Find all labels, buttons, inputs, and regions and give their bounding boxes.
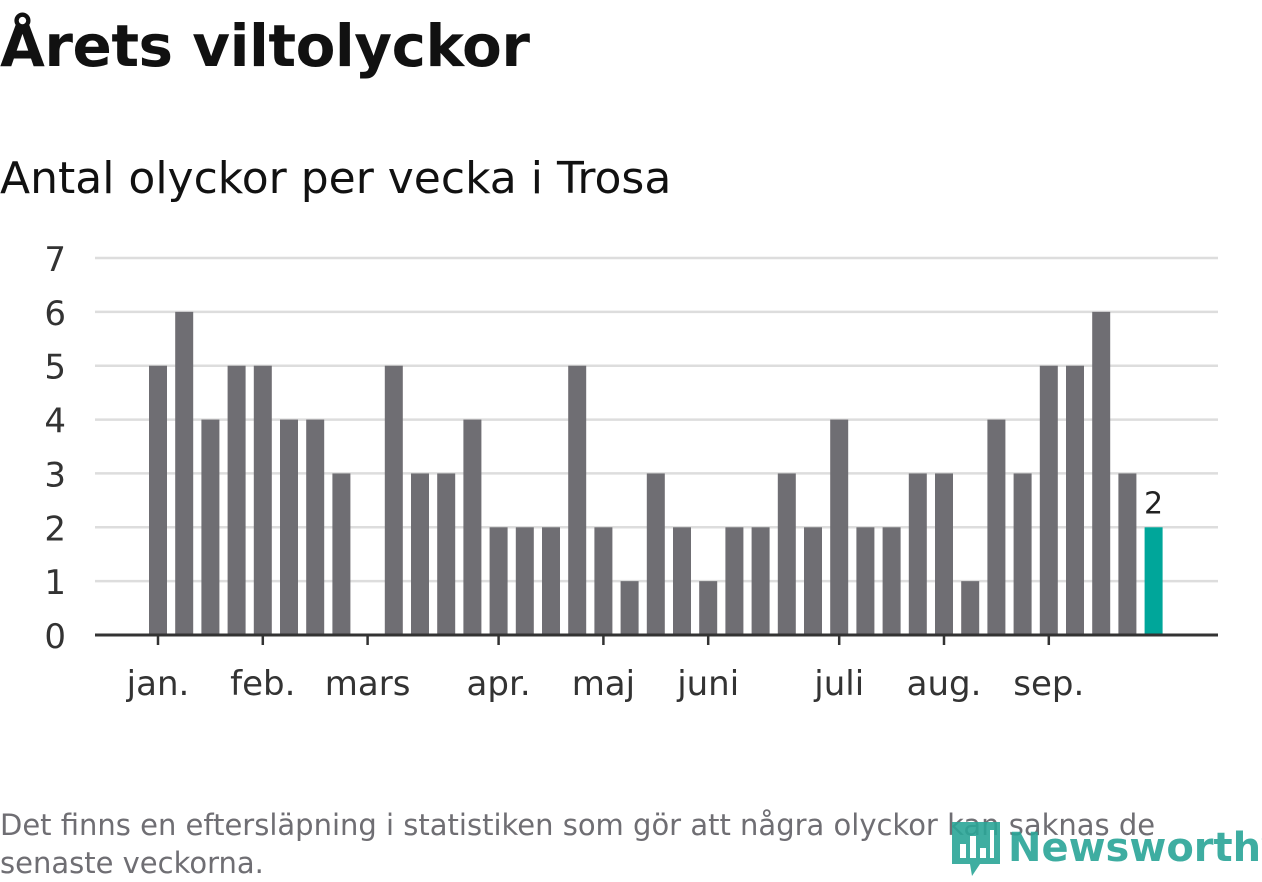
y-tick-label: 1 [44, 563, 66, 603]
bar [201, 419, 220, 635]
chart-title: Årets viltolyckor [0, 12, 530, 80]
bar [908, 473, 927, 635]
bar [830, 419, 849, 635]
bar [751, 527, 770, 635]
y-tick-label: 2 [44, 509, 66, 549]
y-tick-label: 5 [44, 348, 66, 388]
y-tick-label: 6 [44, 294, 66, 334]
bar [620, 581, 639, 635]
x-tick-label: maj [572, 664, 635, 704]
bar [1039, 365, 1058, 635]
bar [1118, 473, 1137, 635]
x-tick-label: sep. [1013, 664, 1084, 704]
bar [882, 527, 901, 635]
x-tick-label: apr. [467, 664, 531, 704]
y-tick-label: 7 [44, 240, 66, 280]
bar [227, 365, 246, 635]
bar [673, 527, 691, 635]
bar [149, 365, 167, 635]
bar [725, 527, 744, 635]
bar [961, 581, 980, 635]
bar [437, 473, 456, 635]
bar [987, 419, 1006, 635]
x-tick-label: juni [676, 664, 739, 704]
x-tick-label: feb. [230, 664, 295, 704]
bar [489, 527, 508, 635]
bar [175, 311, 194, 635]
bar-chart: 0 1 2 3 4 5 6 7 2 jan. feb. mars apr. maj juni juli aug.… [44, 240, 1218, 704]
bar [384, 365, 403, 635]
bar [542, 527, 560, 635]
x-tick-label: aug. [907, 664, 982, 704]
bar [935, 473, 953, 635]
x-tick-label: mars [325, 664, 411, 704]
bar [515, 527, 534, 635]
bar [463, 419, 482, 635]
bar [306, 419, 325, 635]
data-label: 2 [1144, 486, 1163, 521]
newsworthy-logo: Newsworthy [950, 818, 1262, 878]
y-tick-label: 4 [44, 402, 66, 442]
bar [594, 527, 613, 635]
x-tick-label: juli [813, 664, 864, 704]
bar [856, 527, 875, 635]
bar [1066, 365, 1084, 635]
bar [1092, 311, 1111, 635]
bar [568, 365, 587, 635]
bar [332, 473, 351, 635]
bar [411, 473, 429, 635]
y-tick-label: 0 [44, 617, 66, 657]
chart-subtitle: Antal olyckor per vecka i Trosa [0, 153, 672, 204]
newsworthy-logo-icon [952, 822, 1000, 876]
bar [253, 365, 272, 635]
bar [646, 473, 665, 635]
bar [777, 473, 796, 635]
bar [1013, 473, 1032, 635]
logo-text: Newsworthy [1008, 825, 1262, 871]
x-tick-label: jan. [126, 664, 190, 704]
bar [280, 419, 298, 635]
bar [699, 581, 718, 635]
bar-highlight [1144, 527, 1163, 635]
y-tick-label: 3 [44, 455, 66, 495]
bar [804, 527, 822, 635]
